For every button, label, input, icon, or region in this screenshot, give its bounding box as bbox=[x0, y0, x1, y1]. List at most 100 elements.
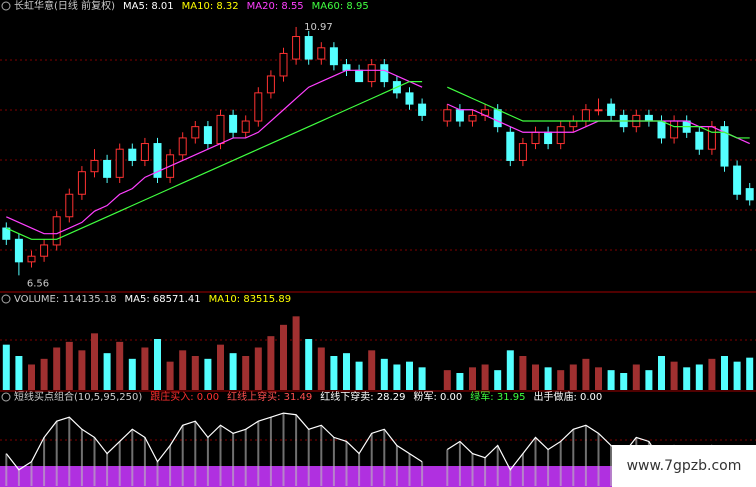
volume-bar bbox=[632, 364, 640, 390]
volume-bar bbox=[179, 350, 187, 390]
high-label: 10.97 bbox=[304, 22, 333, 33]
volume-bar bbox=[141, 347, 149, 390]
panel-title: 短线买点组合(10,5,95,250) bbox=[14, 390, 142, 403]
volume-bar bbox=[380, 358, 388, 390]
candle-body bbox=[707, 126, 716, 150]
candle-body bbox=[644, 114, 653, 122]
watermark: www.7gpzb.com bbox=[627, 458, 742, 474]
candle-body bbox=[115, 148, 124, 178]
volume-bar bbox=[2, 344, 10, 390]
panel-icon bbox=[1, 1, 11, 11]
legend-entry: 红线上穿买: 31.49 bbox=[227, 390, 312, 403]
volume-bar bbox=[582, 358, 590, 390]
candle-body bbox=[594, 109, 603, 112]
volume-bar bbox=[721, 356, 728, 390]
volume-bar bbox=[78, 350, 86, 390]
candle-body bbox=[40, 244, 49, 257]
candle-body bbox=[657, 120, 666, 139]
volume-bar bbox=[65, 341, 73, 390]
volume-bar bbox=[103, 353, 111, 390]
volume-bar bbox=[456, 373, 464, 390]
volume-bar bbox=[544, 367, 552, 390]
panel-title: VOLUME: 114135.18 bbox=[14, 294, 117, 305]
candle-body bbox=[355, 69, 364, 83]
legend-entry: MA60: 8.95 bbox=[312, 1, 369, 12]
candle-body bbox=[140, 143, 149, 161]
volume-bar bbox=[128, 358, 136, 390]
volume-bar bbox=[15, 356, 23, 390]
legend-entry: 红线下穿卖: 28.29 bbox=[320, 390, 405, 403]
volume-bar bbox=[229, 353, 237, 390]
volume-bar bbox=[267, 336, 275, 390]
ma-line bbox=[6, 80, 750, 240]
candle-body bbox=[418, 103, 427, 116]
candle-body bbox=[128, 148, 137, 161]
candle-body bbox=[254, 92, 263, 122]
candle-body bbox=[27, 255, 36, 263]
volume-bar bbox=[519, 356, 527, 390]
volume-bar bbox=[645, 370, 653, 390]
candle-body bbox=[556, 126, 565, 145]
candle-body bbox=[493, 109, 502, 128]
volume-bar bbox=[481, 364, 489, 390]
volume-bar bbox=[242, 356, 250, 390]
volume-bar bbox=[607, 370, 615, 390]
volume-bar bbox=[670, 361, 678, 390]
candle-body bbox=[191, 126, 200, 139]
volume-bar bbox=[53, 347, 61, 390]
candle-body bbox=[103, 159, 112, 178]
volume-bar bbox=[254, 347, 262, 390]
volume-bar bbox=[658, 356, 665, 390]
candle-body bbox=[367, 64, 376, 83]
candle-body bbox=[670, 120, 679, 139]
candle-body bbox=[216, 114, 225, 145]
legend-entry: MA10: 8.32 bbox=[182, 1, 239, 12]
legend-entry: MA20: 8.55 bbox=[247, 1, 304, 12]
candle-body bbox=[342, 64, 351, 71]
watermark-box bbox=[612, 445, 756, 487]
candle-body bbox=[544, 131, 553, 145]
volume-bar bbox=[393, 364, 401, 390]
candle-body bbox=[380, 64, 389, 83]
candle-body bbox=[52, 216, 61, 246]
volume-bar bbox=[683, 367, 691, 390]
candle-body bbox=[77, 171, 86, 195]
legend-entry: MA10: 83515.89 bbox=[209, 294, 291, 305]
legend-entry: 绿军: 31.95 bbox=[470, 390, 525, 403]
volume-bar bbox=[418, 367, 426, 390]
candle-body bbox=[304, 36, 313, 60]
volume-bar bbox=[91, 333, 98, 390]
candle-body bbox=[14, 238, 23, 263]
candle-body bbox=[531, 131, 540, 145]
volume-bar bbox=[217, 344, 224, 390]
candle-body bbox=[607, 103, 616, 116]
candle-body bbox=[581, 109, 590, 122]
candle-body bbox=[720, 126, 729, 167]
candle-body bbox=[153, 143, 162, 178]
volume-bar bbox=[317, 347, 325, 390]
candle-body bbox=[468, 114, 477, 122]
volume-bar bbox=[292, 316, 300, 390]
volume-bar bbox=[620, 373, 628, 390]
volume-bar bbox=[28, 364, 35, 390]
candle-body bbox=[65, 193, 74, 218]
volume-bar bbox=[443, 370, 451, 390]
volume-bar bbox=[569, 364, 577, 390]
candle-body bbox=[279, 52, 288, 77]
candle-body bbox=[569, 120, 578, 128]
candle-body bbox=[266, 75, 275, 94]
low-label: 6.56 bbox=[27, 278, 49, 289]
panel-title: 长虹华意(日线 前复权) bbox=[14, 0, 115, 12]
candle-body bbox=[506, 131, 515, 161]
candle-body bbox=[443, 109, 452, 122]
volume-bar bbox=[368, 350, 376, 390]
candle-body bbox=[329, 47, 338, 66]
candle-body bbox=[455, 109, 464, 122]
legend-entry: 出手做庙: 0.00 bbox=[533, 390, 602, 403]
candle-body bbox=[317, 47, 326, 60]
candle-body bbox=[405, 92, 414, 105]
panel-icon bbox=[1, 294, 11, 304]
candle-body bbox=[229, 114, 238, 133]
